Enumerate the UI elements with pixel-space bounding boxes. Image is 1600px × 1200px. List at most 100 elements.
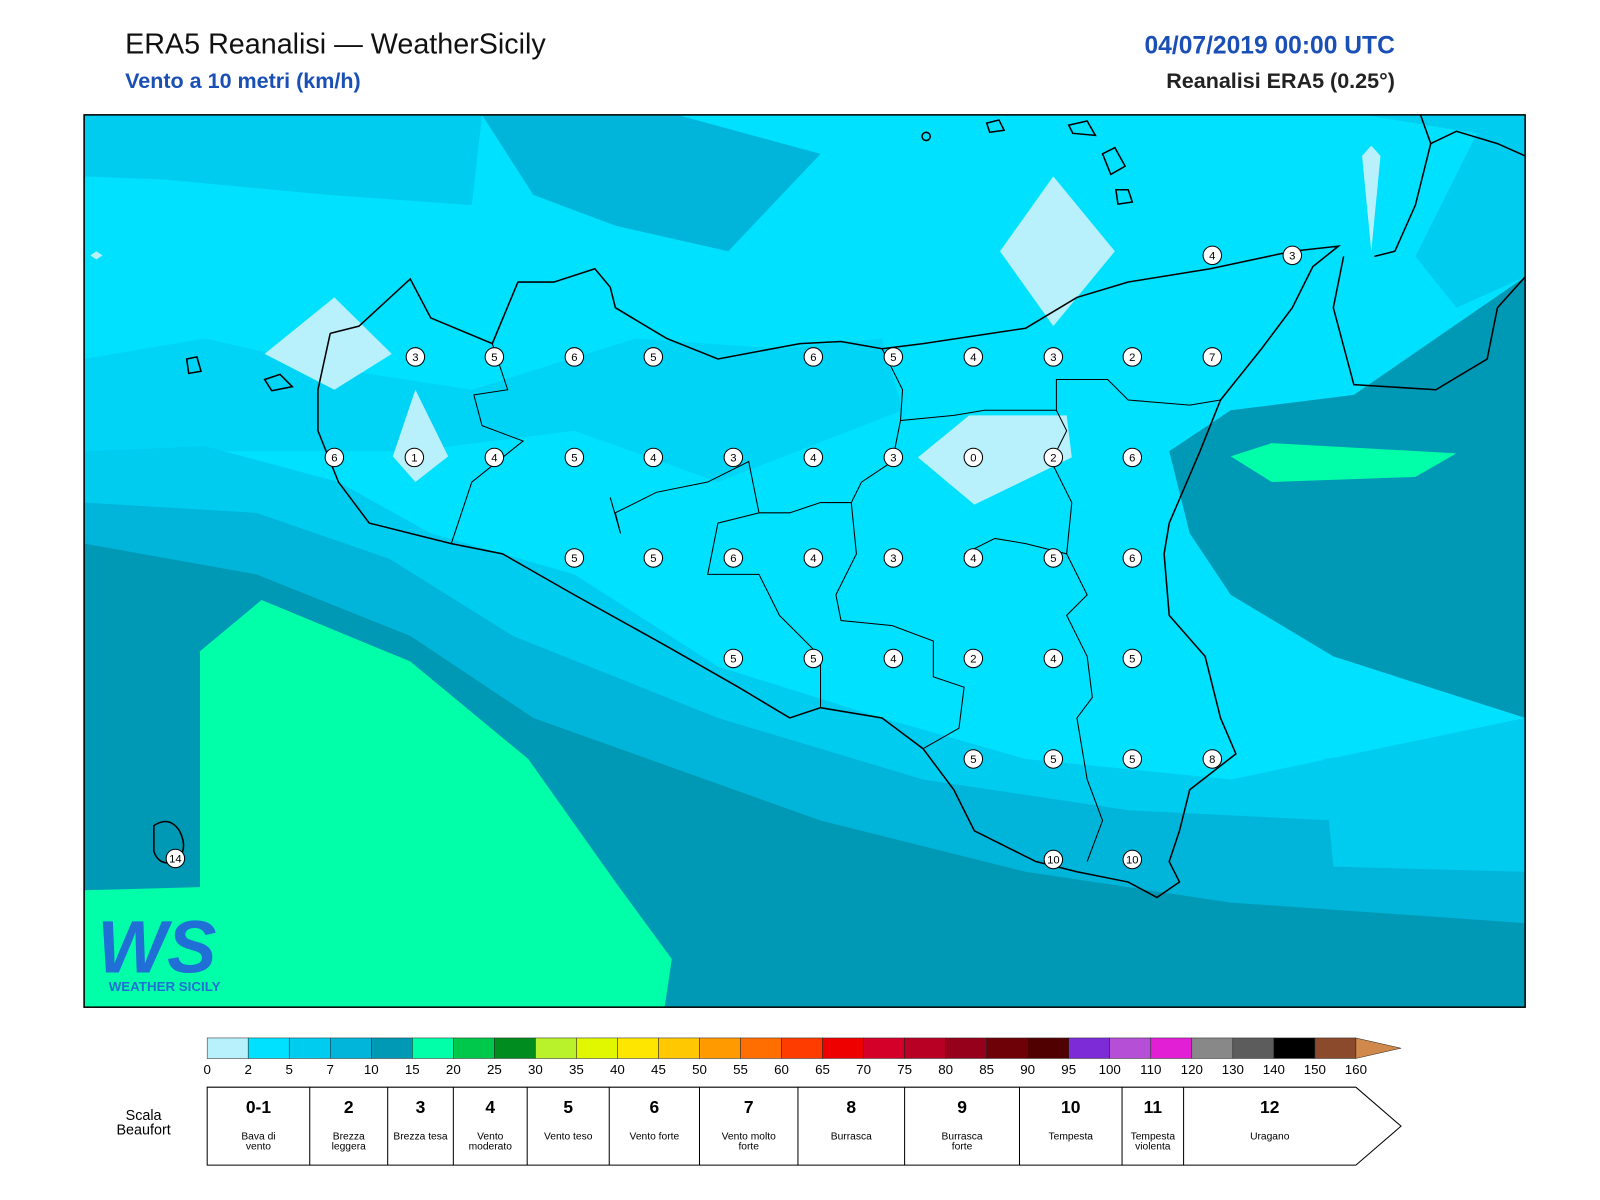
- colorbar-segment: [699, 1037, 741, 1059]
- beaufort-cell-content: 7 Vento molto forte: [699, 1097, 797, 1152]
- station-value: 4: [491, 453, 497, 465]
- beaufort-force: 12: [1260, 1097, 1280, 1117]
- station-value: 5: [491, 352, 497, 364]
- colorbar-tick-label: 150: [1304, 1062, 1326, 1077]
- beaufort-force: 7: [743, 1097, 754, 1117]
- station-marker: [963, 648, 984, 669]
- station-marker: [803, 447, 824, 468]
- colorbar-tick-label: 0: [203, 1062, 210, 1077]
- beaufort-cell-content: 3 Brezza tesa: [388, 1097, 454, 1142]
- beaufort-cell: 8 Burrasca: [831, 1097, 872, 1142]
- station-marker: [963, 548, 984, 568]
- station-value: 4: [810, 453, 816, 465]
- beaufort-label: Scala Beaufort: [116, 1107, 171, 1138]
- station-marker: [803, 347, 824, 367]
- border: [450, 343, 525, 544]
- colorbar-tick-label: 10: [364, 1062, 379, 1077]
- field: [1362, 145, 1381, 252]
- station-marker: [1043, 648, 1064, 669]
- beaufort-scale: Scala Beaufort 0-1 Bava di vento 2 Brezza le…: [116, 1086, 1402, 1166]
- beaufort-force: 6: [649, 1097, 660, 1117]
- beaufort-force: 3: [415, 1097, 426, 1117]
- colorbar-tick-label: 120: [1181, 1062, 1203, 1077]
- field: [1230, 443, 1457, 483]
- beaufort-label-text: Scala Beaufort: [116, 1107, 171, 1138]
- beaufort-force: 8: [846, 1097, 857, 1117]
- station-value: 5: [1129, 654, 1135, 666]
- station-value: 6: [571, 352, 577, 364]
- coastline: [317, 245, 1342, 899]
- colorbar-segment: [329, 1037, 372, 1059]
- beaufort-cell: 3 Brezza tesa: [388, 1097, 454, 1142]
- station-marker: [165, 848, 186, 869]
- beaufort-description: Brezza tesa: [393, 1131, 448, 1143]
- station-marker: [723, 447, 744, 468]
- colorbar: 0 2 5 7 10 15 20 25 30 35 40 45 50 55 60 65 70 75 80 85 90 95…: [203, 1037, 1402, 1077]
- station-value: 5: [650, 352, 656, 364]
- station-marker: [883, 548, 904, 568]
- colorbar-tick-label: 55: [733, 1062, 748, 1077]
- field: [84, 600, 672, 1008]
- station-marker: [484, 447, 505, 468]
- island: [153, 820, 185, 864]
- colorbar-segment: [1150, 1037, 1193, 1059]
- title: ERA5 Reanalisi — WeatherSicily: [125, 28, 546, 60]
- station-value: 5: [730, 654, 736, 666]
- station-marker: [564, 447, 585, 468]
- colorbar-segment: [740, 1037, 782, 1059]
- station-marker: [643, 347, 664, 367]
- colorbar-tick-label: 95: [1061, 1062, 1076, 1077]
- beaufort-cell-content: 6 Vento forte: [609, 1097, 699, 1142]
- beaufort-description: Bava di vento: [241, 1131, 276, 1153]
- station-marker: [1043, 447, 1064, 468]
- stations: 4 33 5 6 5 6 5 4 3 2 76 1 4 5 4 3 4 3 0 2 65 5 6 4 3 4 5 65 5 4 2 4 55 5 5…: [165, 245, 1303, 870]
- beaufort-force: 4: [485, 1097, 496, 1117]
- station-value: 5: [571, 553, 577, 565]
- station-value: 3: [890, 553, 896, 565]
- station-marker: [1122, 849, 1143, 870]
- station-value: 3: [1289, 250, 1295, 262]
- border: [963, 537, 1104, 862]
- colorbar-tick-label: 40: [610, 1062, 625, 1077]
- colorbar-segment: [576, 1037, 618, 1059]
- beaufort-description: Vento molto forte: [721, 1131, 776, 1153]
- station-value: 0: [970, 453, 976, 465]
- field: [1169, 276, 1526, 718]
- station-marker: [803, 648, 824, 669]
- station-marker: [564, 347, 585, 367]
- beaufort-description: Vento moderato: [468, 1131, 512, 1153]
- subtitle: Vento a 10 metri (km/h): [125, 69, 361, 93]
- station-marker: [1043, 548, 1064, 568]
- field: [1000, 176, 1115, 327]
- station-value: 5: [890, 352, 896, 364]
- station-marker: [404, 447, 425, 468]
- border: [881, 348, 1073, 554]
- colorbar-tick-label: 60: [774, 1062, 789, 1077]
- colorbar-tick-label: 100: [1099, 1062, 1121, 1077]
- source: Reanalisi ERA5 (0.25°): [1166, 69, 1395, 93]
- borders: [450, 343, 1221, 862]
- colorbar-segment: [494, 1037, 536, 1059]
- colorbar-segment: [1273, 1037, 1316, 1059]
- field: [84, 114, 483, 206]
- colorbar-segment: [288, 1037, 331, 1059]
- colorbar-segment: [1027, 1037, 1069, 1059]
- station-marker: [484, 347, 505, 367]
- station-marker: [883, 447, 904, 468]
- station-marker: [1122, 648, 1143, 669]
- station-marker: [1122, 749, 1143, 769]
- station-value: 3: [730, 453, 736, 465]
- border: [1055, 378, 1221, 411]
- beaufort-force: 2: [343, 1097, 354, 1117]
- station-value: 8: [1209, 754, 1215, 766]
- field: [84, 338, 903, 483]
- beaufort-force: 10: [1061, 1097, 1081, 1117]
- station-marker: [564, 548, 585, 568]
- station-value: 4: [810, 553, 816, 565]
- colorbar-segment: [658, 1037, 700, 1059]
- colorbar-tick-label: 130: [1222, 1062, 1244, 1077]
- colorbar-segment: [1068, 1037, 1110, 1059]
- map: WS WEATHER SICILY: [84, 114, 1526, 1008]
- logo: WS WEATHER SICILY: [97, 905, 220, 993]
- colorbar-tick-label: 15: [405, 1062, 420, 1077]
